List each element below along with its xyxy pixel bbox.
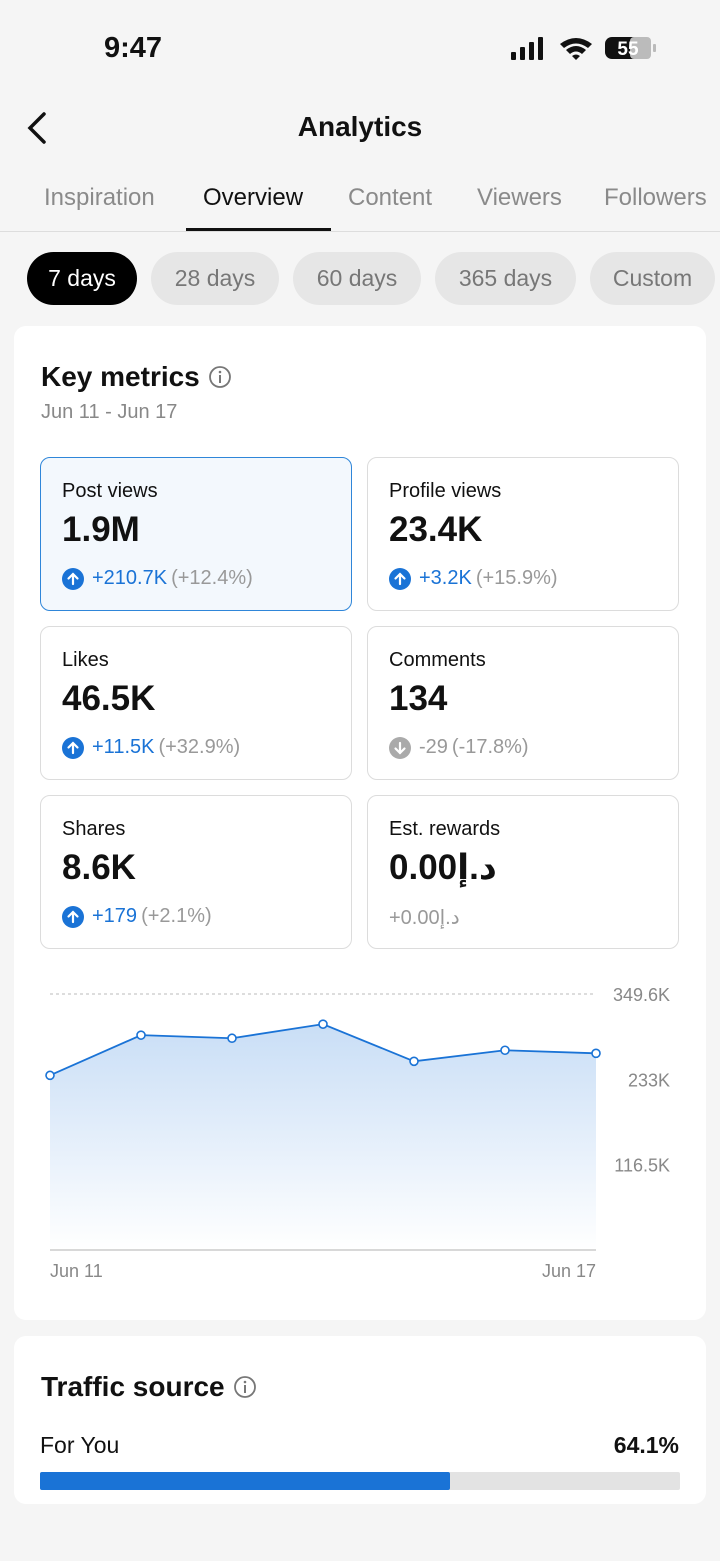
section-header: Traffic source xyxy=(41,1371,257,1403)
trend-icon-svg xyxy=(389,736,411,759)
metric-card[interactable]: Comments 134 -29 (-17.8%) xyxy=(367,626,679,780)
metric-change: +179 (+2.1%) xyxy=(62,905,212,928)
metric-card[interactable]: Est. rewards 0.00د.إ +0.00د.إ xyxy=(367,795,679,949)
change-value: +11.5K xyxy=(92,736,155,758)
range-pill[interactable]: 7 days xyxy=(27,252,137,305)
range-pill[interactable]: 365 days xyxy=(435,252,576,305)
change-percent: (-17.8%) xyxy=(451,736,529,758)
trend-icon xyxy=(62,736,84,759)
section-title: Key metrics xyxy=(41,361,200,392)
point xyxy=(409,1056,419,1067)
metric-change: -29 (-17.8%) xyxy=(389,736,529,759)
metric-change: +0.00د.إ xyxy=(389,905,460,930)
section-title: Traffic source xyxy=(41,1371,225,1402)
change-percent: (+32.9%) xyxy=(158,736,241,758)
area-fill xyxy=(50,1024,596,1250)
trend-icon-svg xyxy=(62,905,84,928)
metric-card[interactable]: Shares 8.6K +179 (+2.1%) xyxy=(40,795,352,949)
bar-track xyxy=(40,1472,680,1490)
point xyxy=(45,1070,55,1081)
trend-icon-svg xyxy=(389,567,411,590)
tab[interactable]: Viewers xyxy=(477,184,562,211)
range-pill[interactable]: 60 days xyxy=(293,252,421,305)
page-title: Analytics xyxy=(297,111,423,142)
metric-value: 23.4K xyxy=(389,510,483,549)
change-percent: (+2.1%) xyxy=(141,905,212,927)
y-tick-label: 233K xyxy=(628,1070,670,1090)
change-value: +3.2K xyxy=(419,567,472,589)
point xyxy=(227,1033,237,1044)
range-pill[interactable]: Custom xyxy=(590,252,715,305)
y-tick-label: 349.6K xyxy=(613,985,670,1005)
x-tick-label: Jun 17 xyxy=(542,1261,596,1281)
point xyxy=(318,1019,328,1029)
metric-label: Est. rewards xyxy=(389,818,501,840)
info-icon[interactable] xyxy=(208,365,232,389)
divider xyxy=(0,231,720,232)
info-icon[interactable] xyxy=(233,1375,257,1399)
tab[interactable]: Overview xyxy=(203,184,304,211)
tab[interactable]: Followers xyxy=(604,184,707,211)
tab[interactable]: Content xyxy=(348,184,433,211)
range-pill[interactable]: 28 days xyxy=(151,252,279,305)
change-value: +0.00د.إ xyxy=(389,907,460,929)
trend-icon xyxy=(62,905,84,928)
metric-label: Profile views xyxy=(389,480,502,502)
metric-change: +11.5K (+32.9%) xyxy=(62,736,240,759)
trend-icon-svg xyxy=(62,736,84,759)
trend-icon xyxy=(389,567,411,590)
metric-change: +210.7K (+12.4%) xyxy=(62,567,253,590)
point xyxy=(136,1030,146,1040)
tab-indicator xyxy=(186,228,331,231)
metric-change: +3.2K (+15.9%) xyxy=(389,567,558,590)
traffic-label: For You xyxy=(40,1432,120,1458)
point xyxy=(591,1048,601,1059)
change-percent: (+15.9%) xyxy=(475,567,558,589)
metric-label: Likes xyxy=(62,649,109,671)
status-time: 9:47 xyxy=(104,32,163,64)
metric-card[interactable]: Likes 46.5K +11.5K (+32.9%) xyxy=(40,626,352,780)
date-range: Jun 11 - Jun 17 xyxy=(41,401,178,423)
metric-value: 0.00د.إ xyxy=(389,848,497,887)
point xyxy=(500,1045,510,1056)
change-value: +210.7K xyxy=(92,567,168,589)
back-button[interactable] xyxy=(24,110,54,146)
section-header: Key metrics xyxy=(41,361,232,393)
trend-icon xyxy=(389,736,411,759)
chart: 116.5K 233K 349.6K Jun 11 Jun 17 xyxy=(45,985,670,1281)
metric-card[interactable]: Post views 1.9M +210.7K (+12.4%) xyxy=(40,457,352,611)
metric-label: Post views xyxy=(62,480,158,502)
metric-label: Comments xyxy=(389,649,486,671)
metric-card[interactable]: Profile views 23.4K +3.2K (+15.9%) xyxy=(367,457,679,611)
change-percent: (+12.4%) xyxy=(171,567,253,589)
y-tick-label: 116.5K xyxy=(614,1156,670,1176)
status-icons: 55 xyxy=(511,37,656,60)
x-tick-label: Jun 11 xyxy=(50,1261,103,1281)
bar xyxy=(40,1472,451,1490)
metric-value: 8.6K xyxy=(62,848,136,887)
change-value: +179 xyxy=(92,905,138,927)
metric-label: Shares xyxy=(62,818,126,840)
traffic-value: 64.1% xyxy=(613,1432,679,1458)
battery-level: 55 xyxy=(617,39,639,60)
trend-icon-svg xyxy=(62,567,84,590)
metric-value: 46.5K xyxy=(62,679,156,718)
trend-icon xyxy=(62,567,84,590)
tab[interactable]: Inspiration xyxy=(44,184,155,211)
metric-value: 1.9M xyxy=(62,510,140,549)
metric-value: 134 xyxy=(389,679,448,718)
change-value: -29 xyxy=(419,736,448,758)
